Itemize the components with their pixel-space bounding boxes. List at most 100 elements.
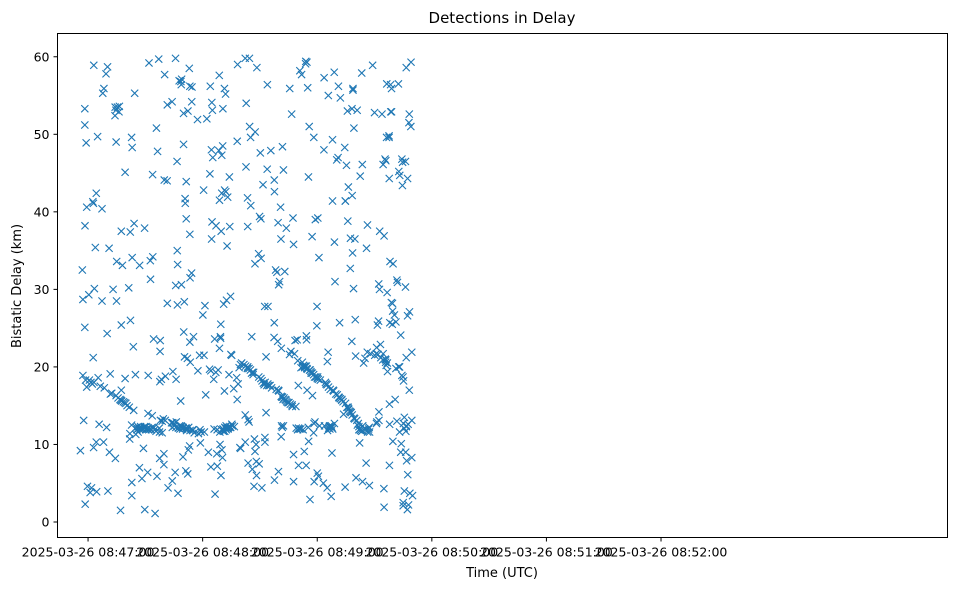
data-point [243,193,252,202]
data-point [159,460,168,469]
data-point [391,395,400,404]
data-point [218,104,227,113]
data-point [403,311,412,320]
data-point [312,321,321,330]
data-point [400,413,409,422]
data-point [332,155,341,164]
data-point [305,495,314,504]
data-point [144,371,153,380]
data-point [129,342,138,351]
data-point [200,301,209,310]
data-point [196,438,205,447]
data-point [78,266,87,274]
data-point [256,214,265,223]
data-point [177,280,186,289]
data-point [347,337,356,346]
data-point [202,114,211,123]
data-point [348,104,356,113]
data-point [130,89,139,98]
plot-area [57,33,948,538]
data-point [179,109,188,118]
data-point [126,316,135,325]
data-point [98,89,107,98]
data-point [270,176,279,185]
data-point [226,292,235,301]
data-point [365,481,374,490]
data-point [80,323,89,332]
data-point [216,440,225,449]
data-point [112,257,121,266]
data-point [153,147,162,156]
data-point [92,487,101,496]
data-point [245,54,254,63]
data-point [344,183,353,192]
data-point [179,140,188,149]
data-point [80,121,89,129]
data-point [149,335,158,343]
data-point [176,397,185,406]
data-point [245,417,254,426]
data-point [244,415,253,424]
data-point [144,58,153,67]
data-point [263,80,272,89]
data-point [404,118,413,127]
data-point [94,373,103,382]
data-point [126,228,135,236]
data-point [303,83,312,92]
data-point [254,249,263,258]
data-point [266,381,275,390]
data-point [129,406,138,415]
data-point [205,169,214,178]
data-point [381,358,390,367]
data-point [173,246,182,255]
data-point [99,84,108,93]
x-tick-label: 2025-03-26 08:49:00 [251,545,384,560]
data-point [211,490,220,499]
data-point [276,234,285,243]
data-point [356,172,365,181]
data-point [257,483,266,492]
data-point [260,433,269,442]
data-point [146,256,155,265]
data-point [387,107,396,116]
data-point [178,452,187,461]
data-point [361,354,369,363]
data-point [148,252,157,261]
data-point [314,472,323,481]
data-point [331,277,339,286]
data-point [293,356,302,365]
data-point [385,400,394,409]
data-point [374,407,383,416]
data-point [216,320,225,329]
data-point [348,84,357,93]
data-point [246,201,255,210]
data-point [233,60,242,69]
data-point [397,155,406,164]
data-point [297,70,306,79]
data-point [105,244,114,253]
data-point [383,359,392,368]
data-point [156,347,165,356]
data-point [368,61,377,70]
data-point [404,500,413,509]
data-point [379,160,388,169]
data-point [380,503,389,512]
data-point [199,186,208,195]
data-point [348,248,357,257]
data-point [195,425,204,434]
data-point [89,61,98,70]
data-point [218,453,227,462]
data-point [172,375,181,384]
data-point [382,361,391,370]
data-point [243,222,252,231]
data-point [280,267,289,276]
data-point [362,244,371,253]
data-point [233,395,242,404]
data-point [302,58,311,67]
x-tick-label: 2025-03-26 08:48:00 [136,545,269,560]
data-point [295,66,304,75]
data-point [388,437,397,446]
data-point [330,68,339,77]
data-point [279,165,288,174]
